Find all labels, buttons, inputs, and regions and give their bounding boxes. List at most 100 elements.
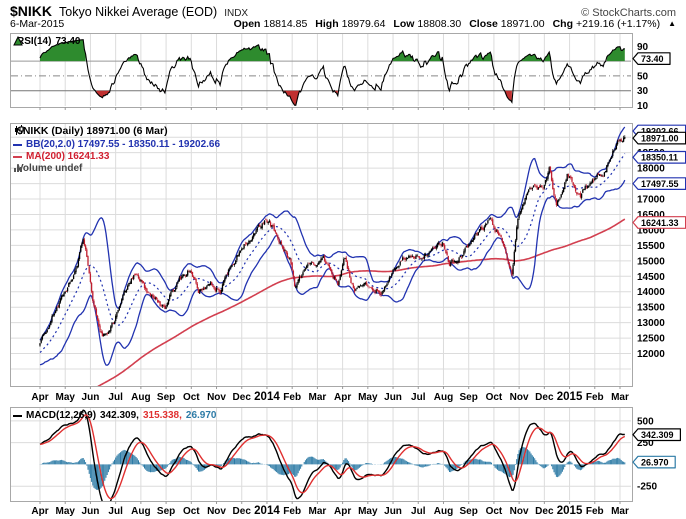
ma-legend: MA(200) 16241.33	[13, 151, 109, 162]
value-callout	[632, 428, 681, 442]
svg-text:May: May	[55, 506, 75, 517]
symbol-label: $NIKK	[10, 3, 53, 19]
svg-text:Jun: Jun	[82, 506, 100, 517]
svg-text:342.309: 342.309	[641, 430, 674, 440]
svg-text:Apr: Apr	[31, 392, 48, 403]
svg-text:Nov: Nov	[207, 392, 226, 403]
svg-text:18350.11: 18350.11	[641, 153, 678, 163]
value-callout	[632, 455, 676, 469]
macd-signal-line	[39, 414, 626, 500]
main-legend-symbol: $NIKK (Daily) 18971.00 (6 Mar)	[13, 125, 168, 137]
svg-text:Nov: Nov	[510, 392, 529, 403]
svg-text:73.40: 73.40	[641, 54, 664, 64]
svg-text:50: 50	[637, 71, 649, 82]
svg-text:2014: 2014	[254, 391, 280, 403]
macd-legend-label: MACD(12,26,9)	[26, 410, 97, 421]
svg-text:Apr: Apr	[334, 506, 351, 517]
svg-text:Aug: Aug	[131, 506, 150, 517]
svg-text:17000: 17000	[637, 195, 665, 206]
svg-text:16241.33: 16241.33	[641, 218, 679, 228]
svg-text:Sep: Sep	[460, 392, 478, 403]
macd-series	[39, 409, 626, 501]
svg-text:Jun: Jun	[82, 392, 100, 403]
ma-line-icon	[13, 155, 22, 158]
rsi-series	[39, 39, 625, 106]
rsi-legend-value: 73.40	[55, 36, 81, 47]
macd-line	[39, 409, 625, 501]
exchange-label: INDX	[224, 8, 249, 19]
svg-text:Dec: Dec	[535, 392, 554, 403]
rsi-legend-label: RSI(14)	[17, 36, 52, 47]
change-value: Chg +219.16 (+1.17%)	[552, 18, 661, 30]
svg-text:Jul: Jul	[411, 506, 426, 517]
svg-text:Nov: Nov	[510, 506, 529, 517]
svg-text:90: 90	[637, 42, 649, 53]
macd-line-icon	[13, 414, 22, 417]
svg-text:18000: 18000	[637, 164, 665, 175]
svg-text:Aug: Aug	[434, 506, 453, 517]
volume-legend: Volume undef	[13, 163, 82, 174]
ohlc-values: Open 18814.85 High 18979.64 Low 18808.30 Cl…	[234, 18, 676, 30]
svg-text:Mar: Mar	[308, 506, 326, 517]
quote-row: 6-Mar-2015 Open 18814.85 High 18979.64 Low…	[10, 18, 676, 30]
macd-signal-value: 315.338,	[142, 410, 182, 421]
svg-text:13000: 13000	[637, 318, 665, 329]
svg-text:Oct: Oct	[183, 392, 200, 403]
svg-text:19202.66: 19202.66	[641, 126, 679, 136]
svg-text:Sep: Sep	[157, 506, 175, 517]
svg-text:Feb: Feb	[283, 506, 301, 517]
svg-text:2015: 2015	[557, 391, 583, 403]
svg-text:Dec: Dec	[535, 506, 554, 517]
svg-text:15000: 15000	[637, 256, 665, 267]
bb-legend: BB(20,2.0) 17497.55 - 18350.11 - 19202.6…	[13, 139, 220, 150]
macd-value: 342.309,	[100, 410, 139, 421]
svg-text:May: May	[55, 392, 75, 403]
svg-text:30: 30	[637, 86, 649, 97]
chart-header: $NIKK Tokyo Nikkei Average (EOD) INDX © …	[10, 3, 676, 19]
svg-text:Oct: Oct	[183, 506, 200, 517]
svg-text:18971.00: 18971.00	[641, 133, 679, 143]
svg-text:26.970: 26.970	[641, 457, 669, 467]
svg-text:Feb: Feb	[586, 506, 604, 517]
high-value: High 18979.64	[315, 18, 386, 30]
open-value: Open 18814.85	[233, 18, 308, 30]
bb-line-icon	[13, 143, 22, 146]
svg-text:May: May	[358, 392, 378, 403]
svg-text:Feb: Feb	[283, 392, 301, 403]
svg-text:Sep: Sep	[157, 392, 175, 403]
svg-text:Aug: Aug	[434, 392, 453, 403]
candle-bodies-down	[57, 139, 622, 337]
macd-legend: MACD(12,26,9) 342.309, 315.338, 26.970	[13, 410, 217, 421]
price-series	[39, 126, 626, 386]
volume-legend-text: Volume undef	[17, 163, 83, 174]
svg-text:Dec: Dec	[233, 506, 252, 517]
svg-text:14000: 14000	[637, 287, 665, 298]
macd-hist-value: 26.970	[185, 410, 217, 421]
up-arrow-icon: ▲	[668, 19, 676, 28]
svg-text:-250: -250	[637, 482, 657, 493]
svg-text:Oct: Oct	[486, 506, 503, 517]
svg-text:Mar: Mar	[611, 392, 629, 403]
ma-legend-text: MA(200) 16241.33	[26, 151, 110, 162]
chart-title: Tokyo Nikkei Average (EOD)	[59, 5, 218, 19]
svg-text:12000: 12000	[637, 349, 665, 360]
svg-text:Dec: Dec	[233, 392, 252, 403]
svg-text:Sep: Sep	[460, 506, 478, 517]
rsi-panel	[10, 33, 633, 108]
svg-text:Jun: Jun	[384, 506, 402, 517]
svg-text:Mar: Mar	[611, 506, 629, 517]
svg-text:Jul: Jul	[108, 506, 123, 517]
quote-date: 6-Mar-2015	[10, 18, 65, 30]
bb-legend-text: BB(20,2.0) 17497.55 - 18350.11 - 19202.6…	[26, 139, 221, 150]
svg-text:Nov: Nov	[207, 506, 226, 517]
svg-text:May: May	[358, 506, 378, 517]
svg-text:13500: 13500	[637, 303, 665, 314]
svg-text:16500: 16500	[637, 210, 665, 221]
svg-text:Apr: Apr	[334, 392, 351, 403]
svg-text:2014: 2014	[254, 505, 280, 517]
svg-text:17497.55: 17497.55	[641, 179, 679, 189]
low-value: Low 18808.30	[393, 18, 462, 30]
value-callout	[632, 52, 671, 65]
svg-text:250: 250	[637, 438, 654, 449]
